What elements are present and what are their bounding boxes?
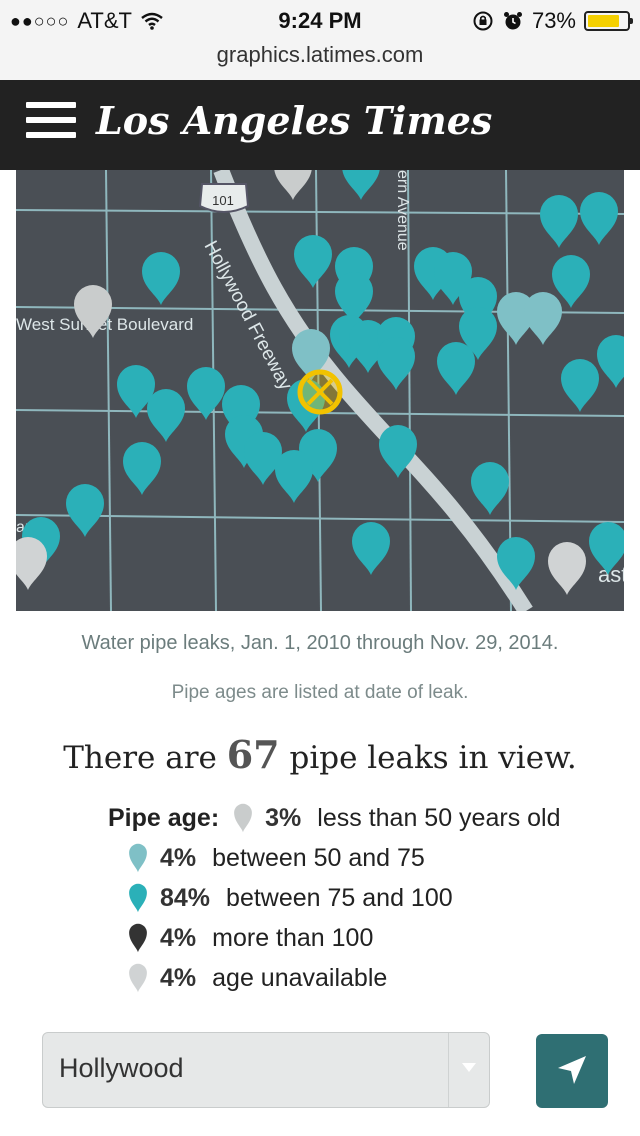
leak-count-summary: There are 67 pipe leaks in view. — [0, 732, 640, 777]
legend-row-under-50: Pipe age: 3% less than 50 years old — [108, 801, 561, 835]
map-canvas: 101 West Sunset Boulevard Hollywood Free… — [16, 170, 624, 611]
battery-icon — [584, 11, 633, 31]
legend-label: age unavailable — [212, 963, 388, 992]
leak-pin — [540, 195, 578, 248]
chevron-down-icon[interactable] — [448, 1033, 489, 1107]
pin-icon — [129, 963, 147, 993]
site-logo[interactable]: Los Angeles Times — [96, 98, 493, 143]
menu-icon[interactable] — [26, 102, 76, 146]
summary-prefix: There are — [63, 740, 217, 776]
leak-pin — [352, 522, 390, 575]
site-header: Los Angeles Times — [0, 80, 640, 170]
legend-label: more than 100 — [212, 923, 374, 952]
pin-icon — [129, 843, 147, 873]
legend-title: Pipe age: — [108, 803, 220, 832]
shield-number: 101 — [212, 193, 234, 208]
carrier-name: AT&T — [77, 8, 132, 33]
signal-strength: ●●○○○ — [10, 10, 70, 31]
legend-pct: 4% — [160, 963, 197, 992]
leak-pin — [548, 542, 586, 595]
clock: 9:24 PM — [278, 8, 362, 33]
leak-pin — [16, 537, 47, 590]
neighborhood-select[interactable]: Hollywood — [42, 1032, 490, 1108]
legend-pct: 4% — [160, 843, 197, 872]
leak-count: 67 — [226, 732, 280, 777]
legend-label: less than 50 years old — [317, 803, 561, 832]
leak-pin — [524, 292, 562, 345]
leak-pin — [294, 235, 332, 288]
legend-label: between 75 and 100 — [226, 883, 453, 912]
leak-pin — [142, 252, 180, 305]
leak-pin — [66, 484, 104, 537]
url-bar[interactable]: graphics.latimes.com — [216, 42, 424, 67]
summary-suffix: pipe leaks in view. — [289, 740, 577, 776]
leak-pin — [437, 342, 475, 395]
leak-pin — [244, 432, 282, 485]
rotation-lock-icon — [473, 11, 493, 31]
legend-label: between 50 and 75 — [212, 843, 425, 872]
battery-percent: 73% — [531, 8, 576, 33]
leak-pin — [274, 170, 312, 200]
status-bar: ●●○○○ AT&T 9:24 PM 73% — [0, 0, 640, 80]
legend-row-50-75: 4% between 50 and 75 — [128, 841, 425, 875]
legend-pct: 84% — [160, 883, 211, 912]
legend-pct: 3% — [265, 803, 302, 832]
boulevard-label: West Sunset Boulevard — [16, 315, 193, 334]
leak-map[interactable]: 101 West Sunset Boulevard Hollywood Free… — [16, 170, 624, 611]
freeway-road — [213, 170, 533, 611]
leak-pin — [123, 442, 161, 495]
avenue-label: ern Avenue — [394, 170, 411, 251]
date-range-caption: Water pipe leaks, Jan. 1, 2010 through N… — [81, 632, 559, 654]
pipe-age-note: Pipe ages are listed at date of leak. — [171, 682, 469, 703]
leak-pin — [561, 359, 599, 412]
leak-pin — [275, 450, 313, 503]
locate-me-button[interactable] — [536, 1034, 608, 1108]
leak-pin — [471, 462, 509, 515]
legend-pct: 4% — [160, 923, 197, 952]
leak-pin — [580, 192, 618, 245]
pin-icon — [234, 803, 253, 833]
leak-pin — [147, 389, 185, 442]
alarm-icon — [503, 12, 522, 30]
location-arrow-icon — [558, 1056, 586, 1084]
location-crosshair-icon — [297, 369, 343, 415]
leak-pin — [597, 335, 624, 388]
leak-pin — [342, 170, 380, 200]
legend-row-75-100: 84% between 75 and 100 — [128, 881, 453, 915]
pin-icon — [129, 883, 147, 913]
pin-icon — [129, 923, 147, 953]
highway-shield — [198, 183, 250, 213]
legend-row-over-100: 4% more than 100 — [128, 921, 373, 955]
wifi-icon — [141, 12, 163, 30]
neighborhood-select-value: Hollywood — [59, 1053, 184, 1083]
legend-row-unavailable: 4% age unavailable — [128, 961, 387, 995]
